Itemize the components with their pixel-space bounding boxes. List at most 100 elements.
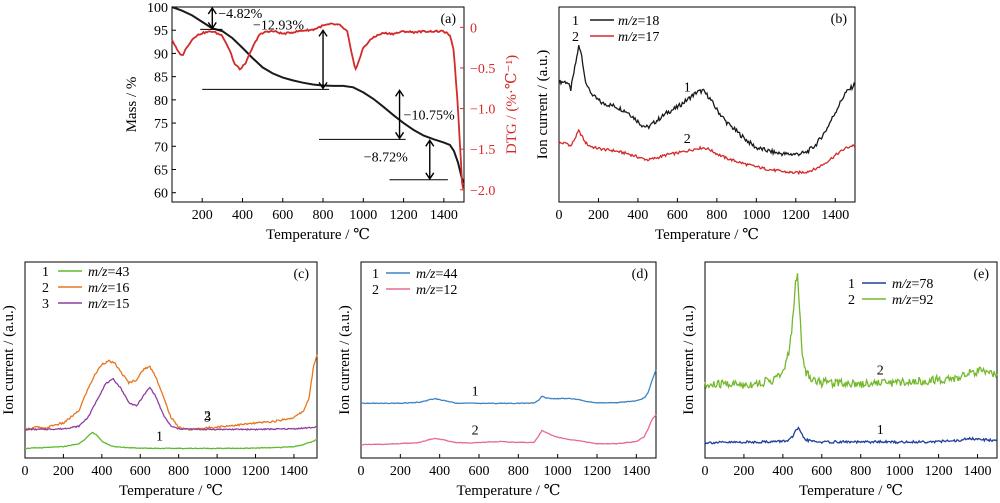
series-line-b-2	[558, 128, 856, 176]
x-tick-label-a: 1000	[349, 208, 377, 223]
x-tick-label-c: 400	[91, 464, 112, 479]
legend-label-e: m/z=92	[892, 293, 933, 308]
x-tick-label-a: 1400	[430, 208, 458, 223]
panel-label-d: (d)	[632, 267, 649, 282]
y-tick-label-a: 70	[154, 140, 168, 155]
legend-label-b: m/z=17	[618, 30, 659, 45]
x-tick-label-c: 1400	[280, 464, 308, 479]
arrow-head-a	[207, 21, 217, 30]
y-axis-title-c: Ion current / (a.u.)	[1, 305, 17, 415]
x-tick-label-e: 600	[811, 464, 832, 479]
legend-label-c: m/z=15	[88, 297, 129, 312]
x-tick-label-b: 1400	[821, 208, 849, 223]
x-tick-label-e: 800	[850, 464, 871, 479]
series-line-c-2	[25, 354, 318, 432]
x-tick-label-e: 1000	[886, 464, 914, 479]
x-axis-title-d: Temperature / ℃	[456, 483, 560, 499]
series-dtg-line	[171, 22, 465, 190]
curve-label-e-1: 1	[877, 423, 884, 438]
y-tick-label-a: 65	[154, 164, 168, 179]
x-tick-label-b: 1200	[782, 208, 810, 223]
arrow-head-a	[394, 89, 405, 97]
y2-tick-label-a: −2.0	[470, 184, 495, 199]
legend-label-d: m/z=44	[416, 267, 457, 282]
arrow-head-a	[318, 82, 328, 90]
curve-label-c-3: 3	[204, 410, 211, 425]
x-tick-label-c: 1000	[203, 464, 231, 479]
plot-frame-b	[558, 6, 856, 203]
series-line-d-1	[360, 369, 657, 405]
legend-index-e: 2	[848, 293, 855, 308]
legend-index-b: 1	[572, 14, 579, 29]
plot-frame-a	[171, 6, 465, 203]
series-line-b-1	[558, 45, 856, 157]
legend-index-c: 1	[42, 265, 49, 280]
x-tick-label-e: 400	[772, 464, 793, 479]
y2-tick-label-a: −0.5	[470, 62, 495, 77]
plot-frame-c	[24, 261, 318, 459]
legend-label-b: m/z=18	[618, 14, 659, 29]
curve-label-b-1: 1	[684, 81, 691, 96]
x-tick-label-d: 1400	[622, 464, 650, 479]
y-tick-label-a: 60	[154, 187, 168, 202]
x-tick-label-d: 1200	[583, 464, 611, 479]
panel-e: 0 200 400 600 800 1000 1200 1400 Temperature / ℃…	[681, 261, 998, 499]
y-tick-label-a: 80	[154, 94, 168, 109]
x-tick-label-d: 800	[508, 464, 529, 479]
panel-label-e: (e)	[973, 267, 989, 282]
legend-index-d: 2	[372, 283, 379, 298]
legend-index-e: 1	[848, 277, 855, 292]
x-tick-label-a: 600	[272, 208, 293, 223]
x-axis-title-e: Temperature / ℃	[799, 483, 903, 499]
panel-label-c: (c)	[293, 267, 309, 282]
x-tick-label-d: 200	[390, 464, 411, 479]
y-tick-label-a: 100	[147, 1, 168, 16]
y-tick-label-a: 75	[154, 117, 168, 132]
x-tick-label-c: 0	[22, 464, 29, 479]
x-tick-label-d: 1000	[544, 464, 572, 479]
arrow-head-a	[425, 172, 435, 181]
y-axis-title-e: Ion current / (a.u.)	[681, 305, 697, 415]
arrow-head-a	[318, 29, 328, 37]
legend-label-c: m/z=16	[88, 281, 129, 296]
x-tick-label-d: 400	[429, 464, 450, 479]
x-tick-label-c: 200	[53, 464, 74, 479]
x-tick-label-e: 200	[733, 464, 754, 479]
x-tick-label-b: 200	[588, 208, 609, 223]
legend-index-c: 2	[42, 281, 49, 296]
y2-axis-title-a: DTG / (%·℃⁻¹)	[504, 55, 520, 154]
arrow-head-a	[425, 139, 435, 147]
panel-d: 0 200 400 600 800 1000 1200 1400 Temperature / ℃…	[337, 261, 657, 499]
step-label-a: −8.72%	[364, 151, 408, 166]
x-tick-label-b: 600	[667, 208, 688, 223]
legend-index-b: 2	[572, 30, 579, 45]
legend-index-d: 1	[372, 267, 379, 282]
y-tick-label-a: 85	[154, 71, 168, 86]
panel-c: 0 200 400 600 800 1000 1200 1400 Temperature / ℃…	[1, 261, 318, 499]
curve-label-d-1: 1	[472, 384, 479, 399]
plot-frame-d	[360, 261, 657, 459]
y-tick-label-a: 90	[154, 47, 168, 62]
x-tick-label-d: 600	[469, 464, 490, 479]
x-tick-label-a: 800	[313, 208, 334, 223]
panel-label-b: (b)	[831, 12, 848, 27]
series-line-e-1	[704, 426, 998, 445]
x-tick-label-b: 0	[556, 208, 563, 223]
plot-frame-e	[704, 261, 998, 459]
series-line-c-3	[25, 377, 318, 431]
curve-label-b-2: 2	[684, 132, 691, 147]
x-axis-title-b: Temperature / ℃	[655, 227, 759, 243]
step-label-a: −4.82%	[218, 7, 262, 22]
y-axis-title-d: Ion current / (a.u.)	[337, 305, 353, 415]
legend-label-e: m/z=78	[892, 277, 933, 292]
arrow-head-a	[207, 6, 217, 15]
panel-b: 0 200 400 600 800 1000 1200 1400 Temperature / ℃…	[535, 6, 856, 243]
legend-label-c: m/z=43	[88, 265, 129, 280]
legend-index-c: 3	[42, 297, 49, 312]
x-tick-label-a: 200	[192, 208, 213, 223]
panel-label-a: (a)	[440, 12, 456, 27]
x-tick-label-b: 1000	[742, 208, 770, 223]
x-tick-label-c: 600	[130, 464, 151, 479]
step-label-a: −12.93%	[253, 18, 304, 33]
